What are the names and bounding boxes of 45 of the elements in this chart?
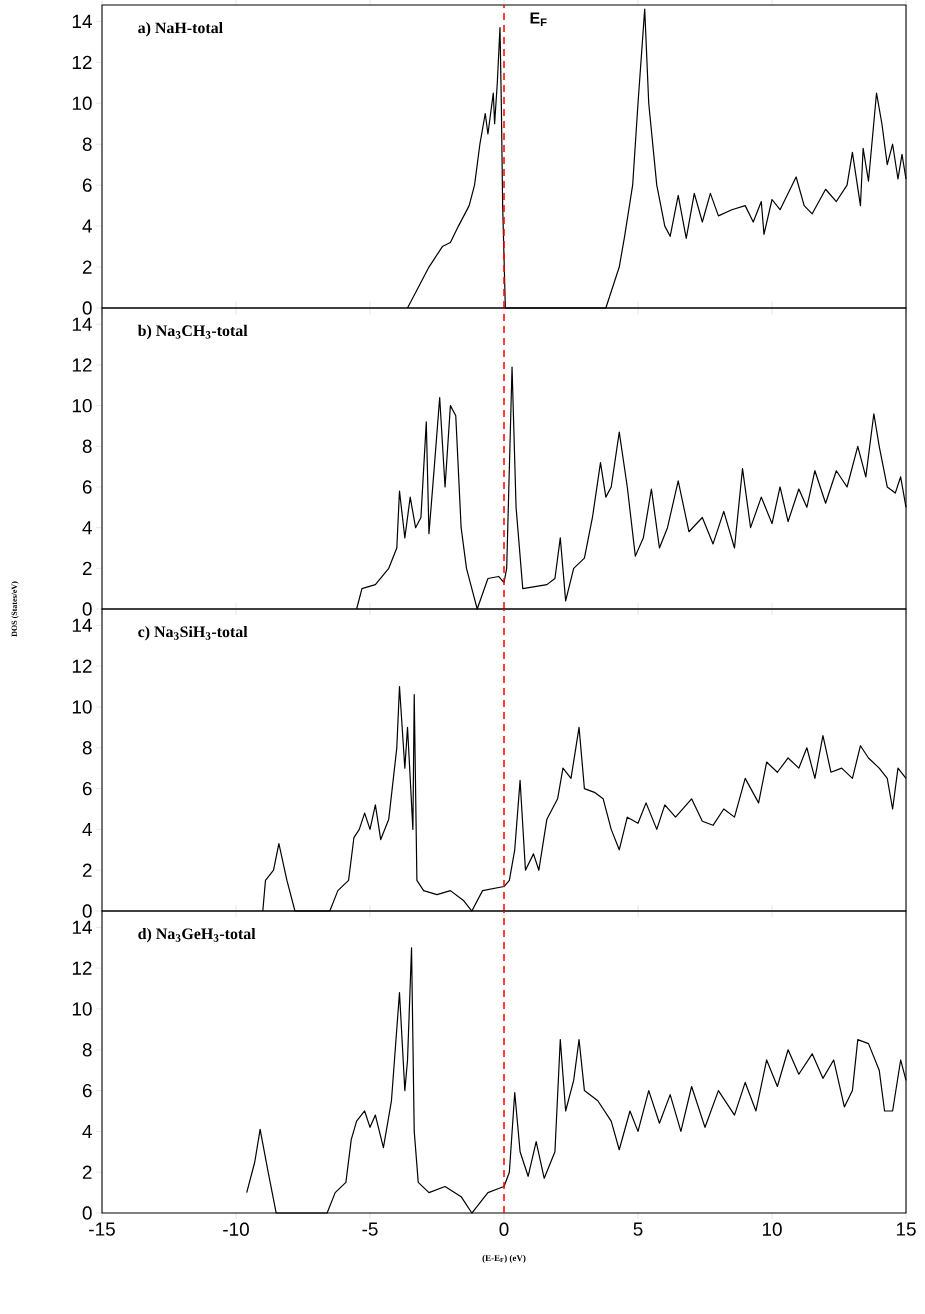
y-tick-label: 2	[82, 260, 92, 274]
x-tick-label: 0	[499, 1222, 509, 1236]
y-tick-label: 4	[82, 521, 92, 535]
y-tick-label: 4	[82, 1124, 92, 1138]
y-tick-label: 2	[82, 1165, 92, 1179]
y-tick-label: 0	[82, 602, 92, 616]
y-tick-label: 14	[72, 14, 92, 28]
y-tick-label: 8	[82, 137, 92, 151]
y-tick-label: 14	[72, 920, 92, 934]
text: b) Na$_{3}$CH$_{3}$-total	[137, 324, 248, 340]
y-tick-label: 8	[82, 1043, 92, 1057]
x-tick-label: 15	[896, 1222, 916, 1236]
y-tick-label: 10	[72, 1002, 92, 1016]
text: d) Na$_{3}$GeH$_{3}$-total	[138, 927, 256, 943]
text: c) Na$_{3}$SiH$_{3}$-total	[138, 625, 248, 641]
y-tick-label: 10	[72, 398, 92, 413]
y-tick-label: 4	[82, 219, 92, 233]
y-tick-label: 8	[82, 439, 92, 454]
x-tick-label: -10	[223, 1222, 249, 1236]
y-tick-label: 14	[72, 317, 92, 331]
x-tick-label: -5	[362, 1222, 378, 1236]
y-tick-label: 6	[82, 480, 92, 494]
y-tick-label: 6	[82, 781, 92, 796]
x-axis-title: (E-E$_{F}$) (eV)	[482, 1254, 526, 1263]
y-tick-label: 2	[82, 561, 92, 575]
y-tick-label: 8	[82, 741, 92, 755]
text: a) NaH-total	[138, 22, 223, 37]
y-tick-label: 12	[72, 358, 92, 372]
y-tick-label: 4	[82, 822, 92, 836]
y-tick-label: 0	[82, 301, 92, 315]
y-tick-label: 2	[82, 863, 92, 877]
x-tick-label: 5	[633, 1222, 643, 1236]
y-tick-label: 6	[82, 1083, 92, 1098]
y-tick-label: 0	[82, 1206, 92, 1220]
y-tick-label: 10	[72, 700, 92, 714]
y-tick-label: 12	[72, 659, 92, 673]
y-tick-label: 12	[72, 55, 92, 69]
y-tick-label: 0	[82, 904, 92, 918]
x-tick-label: 10	[762, 1222, 782, 1236]
x-tick-label: -15	[89, 1222, 115, 1236]
y-tick-label: 14	[72, 618, 92, 632]
y-tick-label: 12	[72, 961, 92, 975]
y-tick-label: 6	[82, 178, 92, 192]
ref-line-label: E$_{F}$	[530, 12, 547, 27]
y-tick-label: 10	[72, 96, 92, 110]
